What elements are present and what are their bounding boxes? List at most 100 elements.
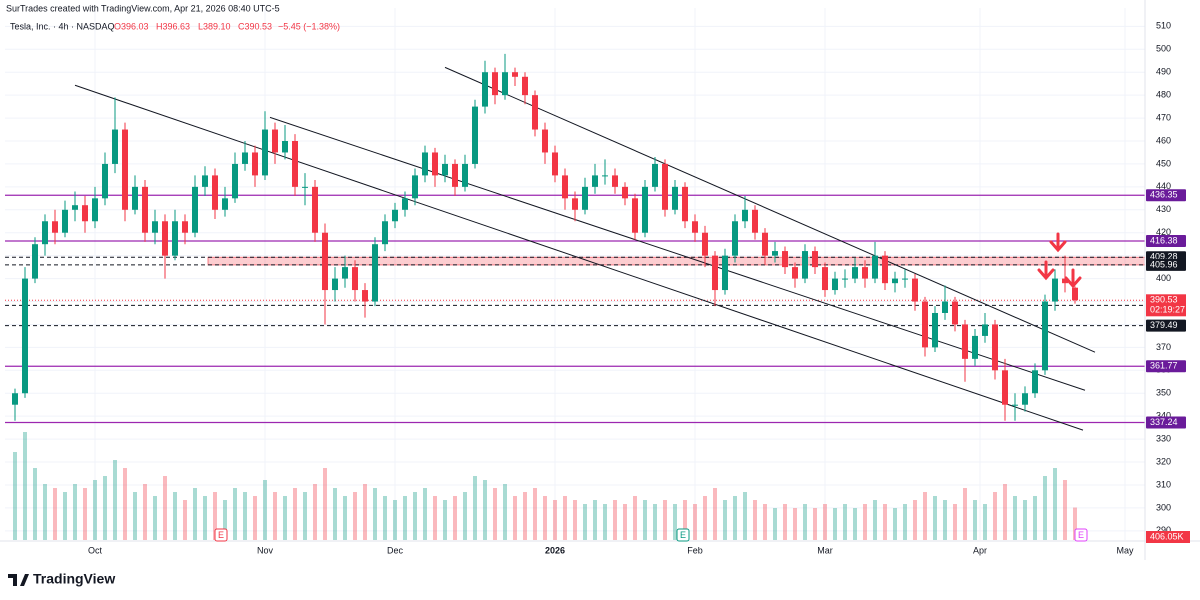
- candle-body: [752, 209, 758, 233]
- candle-body: [962, 324, 968, 359]
- candle-body: [332, 278, 338, 291]
- volume-bar: [273, 492, 277, 540]
- volume-bar: [463, 492, 467, 540]
- level-label: 436.35: [1150, 190, 1178, 200]
- candle-body: [432, 152, 438, 176]
- volume-bar: [173, 492, 177, 540]
- y-tick-label: 320: [1156, 456, 1171, 466]
- volume-bar: [1013, 496, 1017, 540]
- candle-body: [942, 301, 948, 313]
- candle-body: [1072, 287, 1078, 301]
- candle-body: [82, 205, 88, 222]
- volume-bar: [623, 504, 627, 540]
- candle-body: [362, 290, 368, 302]
- candle-body: [62, 209, 68, 233]
- volume-bar: [893, 508, 897, 540]
- volume-bar: [113, 460, 117, 540]
- arrows: [1037, 232, 1082, 289]
- volume-bar: [803, 504, 807, 540]
- candle-body: [522, 76, 528, 96]
- volume-bar: [163, 476, 167, 540]
- volume-bar: [483, 480, 487, 540]
- candle-body: [92, 198, 98, 222]
- volume-bar: [783, 504, 787, 540]
- candle-body: [852, 267, 858, 279]
- volume-bar: [53, 488, 57, 540]
- volume-bar: [93, 480, 97, 540]
- volume-bar: [133, 492, 137, 540]
- volume-bar: [23, 432, 27, 540]
- volume-bar: [493, 488, 497, 540]
- candle-body: [1022, 393, 1028, 405]
- last-price-label: 390.53: [1150, 295, 1178, 305]
- candle-body: [222, 198, 228, 210]
- volume-bar: [413, 492, 417, 540]
- volume-bar: [423, 488, 427, 540]
- y-tick-label: 510: [1156, 21, 1171, 31]
- level-label-bg: [1146, 416, 1186, 429]
- candle-body: [372, 244, 378, 302]
- level-label-bg: [1146, 235, 1186, 248]
- candle-body: [692, 221, 698, 233]
- candle-body: [492, 72, 498, 96]
- candle-body: [982, 324, 988, 336]
- candle-body: [422, 152, 428, 176]
- brand: TradingView: [33, 571, 115, 587]
- volume-bar: [433, 496, 437, 540]
- volume-bar: [703, 496, 707, 540]
- x-tick-label: 2026: [545, 545, 565, 555]
- volume-bar: [633, 496, 637, 540]
- candle-body: [972, 335, 978, 359]
- volume-bar: [993, 492, 997, 540]
- candle-body: [282, 141, 288, 153]
- candle-body: [322, 232, 328, 291]
- event-marker: [214, 528, 228, 542]
- candle-body: [412, 175, 418, 199]
- volume-bar: [683, 500, 687, 540]
- countdown: 02:19:27: [1150, 305, 1185, 315]
- volume-bar: [403, 496, 407, 540]
- candle-body: [32, 244, 38, 279]
- volume-bar: [873, 500, 877, 540]
- dashed-level-label-bg: [1146, 258, 1186, 271]
- candle-body: [612, 175, 618, 187]
- ohlc-open: O396.03: [114, 21, 149, 31]
- candle-body: [1032, 370, 1038, 394]
- candle-body: [992, 324, 998, 371]
- ohlc-close: C390.53: [238, 21, 272, 31]
- candle-body: [72, 205, 78, 210]
- logo-mark: [8, 574, 29, 586]
- volume-bar: [833, 508, 837, 540]
- volume-bar: [533, 488, 537, 540]
- level-label-bg: [1146, 189, 1186, 202]
- volume-bar: [713, 488, 717, 540]
- candle-body: [472, 106, 478, 164]
- candle-body: [772, 251, 778, 256]
- volume-bar: [13, 452, 17, 540]
- volume-bar: [223, 500, 227, 540]
- candle-body: [592, 175, 598, 187]
- volume-bar: [963, 488, 967, 540]
- candle-body: [162, 221, 168, 256]
- volume-bar: [693, 504, 697, 540]
- arrow: [1037, 260, 1055, 281]
- candle-body: [132, 186, 138, 210]
- candle-body: [642, 186, 648, 233]
- level-label-bg: [1146, 360, 1186, 373]
- candle-body: [602, 175, 608, 177]
- volume-bar: [933, 496, 937, 540]
- ohlc-change: −5.45 (−1.38%): [278, 21, 340, 31]
- volume-bar: [1033, 496, 1037, 540]
- trendline: [269, 116, 1086, 391]
- volume-bar: [233, 488, 237, 540]
- volume-bar: [613, 500, 617, 540]
- volume-bar: [1063, 480, 1067, 540]
- candle-body: [202, 175, 208, 187]
- dashed-level-label: 379.49: [1150, 320, 1178, 330]
- volume-bar: [473, 476, 477, 540]
- y-tick-label: 310: [1156, 479, 1171, 489]
- candle-body: [1012, 404, 1018, 406]
- plot: [5, 53, 1146, 540]
- x-tick-label: Dec: [387, 545, 404, 555]
- volume-bar: [363, 484, 367, 540]
